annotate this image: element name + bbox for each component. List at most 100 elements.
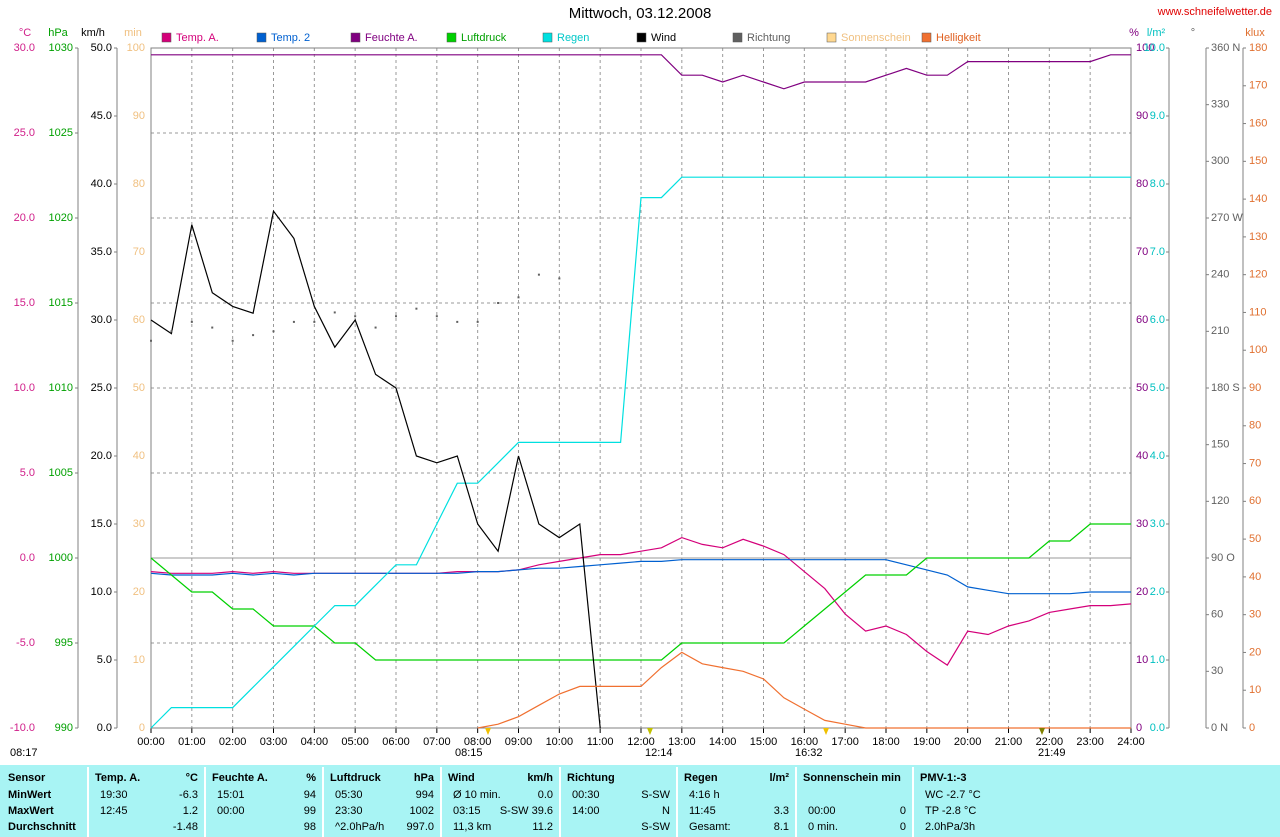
y-tick-label: 20 xyxy=(1249,646,1261,658)
cell-value: 1002 xyxy=(410,805,434,817)
row-label: MaxWert xyxy=(8,805,54,817)
row-label: Durchschnitt xyxy=(8,821,76,833)
direction-dot xyxy=(456,320,459,323)
column-unit: km/h xyxy=(527,772,553,784)
x-tick-label: 23:00 xyxy=(1076,736,1104,748)
site-url: www.schneifelwetter.de xyxy=(1157,6,1272,18)
direction-dot xyxy=(211,326,214,329)
x-tick-label: 13:00 xyxy=(668,736,696,748)
legend-swatch xyxy=(636,32,647,43)
direction-dot xyxy=(558,277,561,280)
y-tick-label: 50 xyxy=(133,382,145,394)
y-tick-label: 9.0 xyxy=(1150,110,1165,122)
x-tick-label: 24:00 xyxy=(1117,736,1145,748)
legend-label: Helligkeit xyxy=(936,32,981,44)
x-tick-label: 09:00 xyxy=(505,736,533,748)
y-tick-label: 15.0 xyxy=(14,297,35,309)
cell-value: 11.2 xyxy=(532,821,553,833)
time-annotation: 12:14 xyxy=(645,747,673,759)
y-tick-label: 5.0 xyxy=(1150,382,1165,394)
y-tick-label: 990 xyxy=(55,722,73,734)
legend-label: Temp. A. xyxy=(176,32,219,44)
y-tick-label: 25.0 xyxy=(14,127,35,139)
column-title: Feuchte A. xyxy=(212,772,268,784)
y-tick-label: 15.0 xyxy=(91,518,112,530)
x-tick-label: 18:00 xyxy=(872,736,900,748)
cell-value: S-SW xyxy=(641,789,670,801)
table-header: Sensor xyxy=(8,772,46,784)
series-line xyxy=(477,651,1131,729)
series-line xyxy=(150,176,1131,729)
x-tick-label: 14:00 xyxy=(709,736,737,748)
y-tick-label: 120 xyxy=(1211,495,1229,507)
y-tick-label: 170 xyxy=(1249,80,1267,92)
y-tick-label: 0.0 xyxy=(1150,722,1165,734)
x-tick-label: 19:00 xyxy=(913,736,941,748)
cell-label: 15:01 xyxy=(217,789,245,801)
x-tick-label: 22:00 xyxy=(1036,736,1064,748)
column-title: Regen xyxy=(684,772,718,784)
axis-unit: km/h xyxy=(81,27,105,39)
y-tick-label: 80 xyxy=(133,178,145,190)
y-tick-label: 7.0 xyxy=(1150,246,1165,258)
cell-value: 94 xyxy=(304,789,316,801)
y-tick-label: 0 N xyxy=(1211,722,1228,734)
direction-dot xyxy=(517,296,520,299)
y-tick-label: 80 xyxy=(1136,178,1148,190)
x-tick-label: 21:00 xyxy=(995,736,1023,748)
column-unit: °C xyxy=(186,772,198,784)
column-title: Temp. A. xyxy=(95,772,140,784)
y-tick-label: 10 xyxy=(1136,654,1148,666)
cell-label: 12:45 xyxy=(100,805,128,817)
legend-label: Wind xyxy=(651,32,676,44)
cell-value: 99 xyxy=(304,805,316,817)
chart-title: Mittwoch, 03.12.2008 xyxy=(569,5,712,22)
cell-value: 8.1 xyxy=(774,821,789,833)
y-tick-label: 100 xyxy=(1249,344,1267,356)
y-tick-label: 50 xyxy=(1249,533,1261,545)
y-tick-label: 50.0 xyxy=(91,42,112,54)
y-tick-label: 130 xyxy=(1249,231,1267,243)
y-tick-label: 150 xyxy=(1211,439,1229,451)
y-tick-label: 0 xyxy=(1249,722,1255,734)
series-line xyxy=(151,54,1131,90)
y-tick-label: 4.0 xyxy=(1150,450,1165,462)
x-tick-label: 11:00 xyxy=(587,736,614,748)
sun-marker xyxy=(1039,728,1045,735)
y-tick-label: 330 xyxy=(1211,99,1229,111)
x-tick-label: 01:00 xyxy=(178,736,206,748)
y-tick-label: 30 xyxy=(1211,665,1223,677)
y-tick-label: 180 xyxy=(1249,42,1267,54)
y-tick-label: 40 xyxy=(133,450,145,462)
x-tick-label: 05:00 xyxy=(341,736,369,748)
y-tick-label: 40 xyxy=(1136,450,1148,462)
y-tick-label: 1020 xyxy=(49,212,73,224)
time-annotation: 08:17 xyxy=(10,747,38,759)
y-tick-label: 0.0 xyxy=(97,722,112,734)
y-tick-label: 2.0 xyxy=(1150,586,1165,598)
y-tick-label: 10.0 xyxy=(91,586,112,598)
y-tick-label: 110 xyxy=(1249,306,1267,318)
direction-dot xyxy=(476,320,479,323)
y-tick-label: 60 xyxy=(1211,609,1223,621)
y-tick-label: 1.0 xyxy=(1150,654,1165,666)
direction-dot xyxy=(497,302,500,304)
direction-dot xyxy=(395,315,397,318)
legend-swatch xyxy=(350,32,361,43)
y-tick-label: 70 xyxy=(133,246,145,258)
y-tick-label: 160 xyxy=(1249,117,1267,129)
cell-label: 2.0hPa/3h xyxy=(925,821,975,833)
cell-label: 03:15 xyxy=(453,805,481,817)
sun-marker xyxy=(647,728,653,735)
y-tick-label: 30 xyxy=(133,518,145,530)
y-tick-label: 90 xyxy=(1136,110,1148,122)
axis-unit: klux xyxy=(1245,27,1265,39)
y-tick-label: 20 xyxy=(133,586,145,598)
column-title: Sonnenschein min xyxy=(803,772,901,784)
column-title: Wind xyxy=(448,772,475,784)
x-tick-label: 00:00 xyxy=(137,736,165,748)
cell-value: S-SW 39.6 xyxy=(500,805,553,817)
x-tick-label: 20:00 xyxy=(954,736,982,748)
cell-value: 1.2 xyxy=(183,805,198,817)
